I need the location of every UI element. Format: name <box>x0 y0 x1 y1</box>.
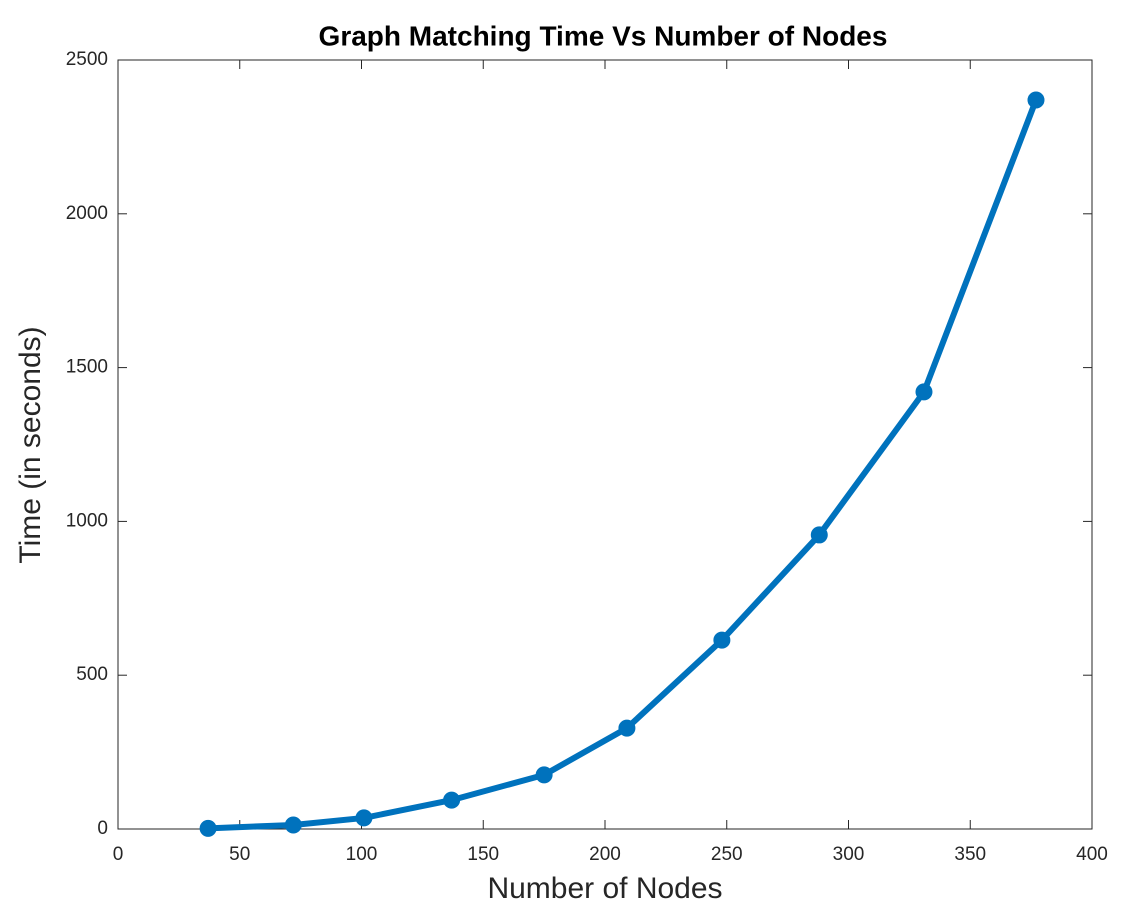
x-tick-label: 350 <box>954 844 986 865</box>
x-tick-label: 400 <box>1076 844 1108 865</box>
y-tick-label: 1000 <box>66 510 108 531</box>
data-point <box>535 766 553 784</box>
x-tick-label: 0 <box>113 844 124 865</box>
axes-box <box>117 59 1093 830</box>
x-tick-label: 250 <box>711 844 743 865</box>
data-point <box>199 819 217 837</box>
x-axis-label: Number of Nodes <box>487 872 722 905</box>
y-axis-label: Time (in seconds) <box>14 326 47 563</box>
data-point <box>284 816 302 834</box>
data-point <box>355 809 373 827</box>
y-tick-label: 2000 <box>66 203 108 224</box>
y-tick-label: 0 <box>97 818 108 839</box>
data-line <box>207 98 1039 832</box>
x-tick-label: 50 <box>229 844 250 865</box>
x-tick-label: 150 <box>467 844 499 865</box>
y-tick-label: 500 <box>76 664 108 685</box>
data-point <box>1027 91 1045 109</box>
x-tick-label: 100 <box>346 844 378 865</box>
x-tick-label: 300 <box>833 844 865 865</box>
data-point <box>713 631 731 649</box>
data-point <box>443 791 461 809</box>
chart-title: Graph Matching Time Vs Number of Nodes <box>319 20 888 51</box>
data-point <box>618 719 636 737</box>
data-point <box>915 383 933 401</box>
y-tick-label: 1500 <box>66 357 108 378</box>
x-tick-label: 200 <box>589 844 621 865</box>
data-point <box>810 526 828 544</box>
y-tick-label: 2500 <box>66 49 108 70</box>
